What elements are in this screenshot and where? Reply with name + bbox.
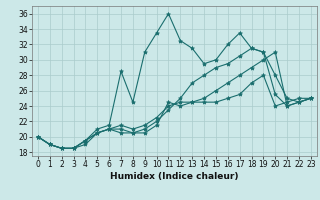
X-axis label: Humidex (Indice chaleur): Humidex (Indice chaleur) [110,172,239,181]
